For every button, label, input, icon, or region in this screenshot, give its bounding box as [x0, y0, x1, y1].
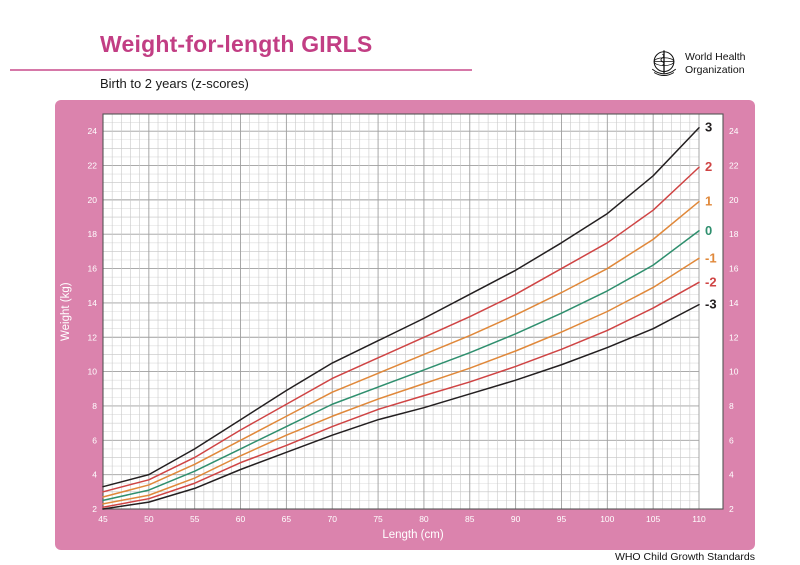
svg-text:18: 18	[88, 229, 98, 239]
svg-text:45: 45	[98, 514, 108, 524]
svg-text:18: 18	[729, 229, 739, 239]
svg-text:65: 65	[282, 514, 292, 524]
svg-text:22: 22	[88, 161, 98, 171]
footer-note: WHO Child Growth Standards	[614, 551, 755, 563]
svg-text:90: 90	[511, 514, 521, 524]
svg-text:10: 10	[729, 367, 739, 377]
svg-text:-3: -3	[705, 297, 717, 312]
svg-text:4: 4	[92, 470, 97, 480]
svg-text:60: 60	[236, 514, 246, 524]
svg-text:14: 14	[88, 298, 98, 308]
svg-text:12: 12	[729, 332, 739, 342]
svg-text:-1: -1	[705, 250, 717, 265]
svg-text:2: 2	[729, 504, 734, 514]
who-emblem-icon	[651, 50, 677, 76]
svg-text:12: 12	[88, 332, 98, 342]
who-logo-line2: Organization	[685, 64, 745, 76]
title-underline	[10, 69, 472, 71]
who-logo-line1: World Health	[685, 51, 746, 64]
svg-text:6: 6	[92, 435, 97, 445]
svg-text:3: 3	[705, 120, 712, 135]
svg-text:0: 0	[705, 223, 712, 238]
svg-text:20: 20	[729, 195, 739, 205]
page-subtitle: Birth to 2 years (z-scores)	[100, 76, 249, 91]
svg-text:80: 80	[419, 514, 429, 524]
svg-text:95: 95	[557, 514, 567, 524]
svg-text:8: 8	[92, 401, 97, 411]
who-logo: World Health Organization	[648, 48, 746, 80]
svg-text:20: 20	[88, 195, 98, 205]
svg-text:2: 2	[705, 159, 712, 174]
y-axis-title: Weight (kg)	[60, 282, 72, 342]
svg-text:50: 50	[144, 514, 154, 524]
svg-text:-2: -2	[705, 274, 717, 289]
svg-text:70: 70	[327, 514, 337, 524]
svg-text:10: 10	[88, 367, 98, 377]
svg-text:2: 2	[92, 504, 97, 514]
svg-text:14: 14	[729, 298, 739, 308]
svg-text:6: 6	[729, 435, 734, 445]
x-axis-title: Length (cm)	[382, 529, 444, 541]
svg-text:8: 8	[729, 401, 734, 411]
svg-text:16: 16	[88, 264, 98, 274]
svg-text:55: 55	[190, 514, 200, 524]
svg-text:110: 110	[692, 514, 706, 524]
who-logo-text: World Health Organization	[685, 51, 746, 76]
svg-text:75: 75	[373, 514, 383, 524]
svg-text:24: 24	[729, 126, 739, 136]
svg-text:85: 85	[465, 514, 475, 524]
svg-text:22: 22	[729, 161, 739, 171]
chart-panel: 3 2 1 0 -1 -2 -3 2 2 4 4 6 6 8 8 10 10 12 12 14 14 16 16 18 18 20…	[55, 100, 755, 550]
svg-text:24: 24	[88, 126, 98, 136]
page-title: Weight-for-length GIRLS	[100, 31, 373, 57]
svg-text:1: 1	[705, 194, 712, 209]
svg-text:16: 16	[729, 264, 739, 274]
svg-text:100: 100	[600, 514, 614, 524]
svg-text:105: 105	[646, 514, 660, 524]
svg-text:4: 4	[729, 470, 734, 480]
